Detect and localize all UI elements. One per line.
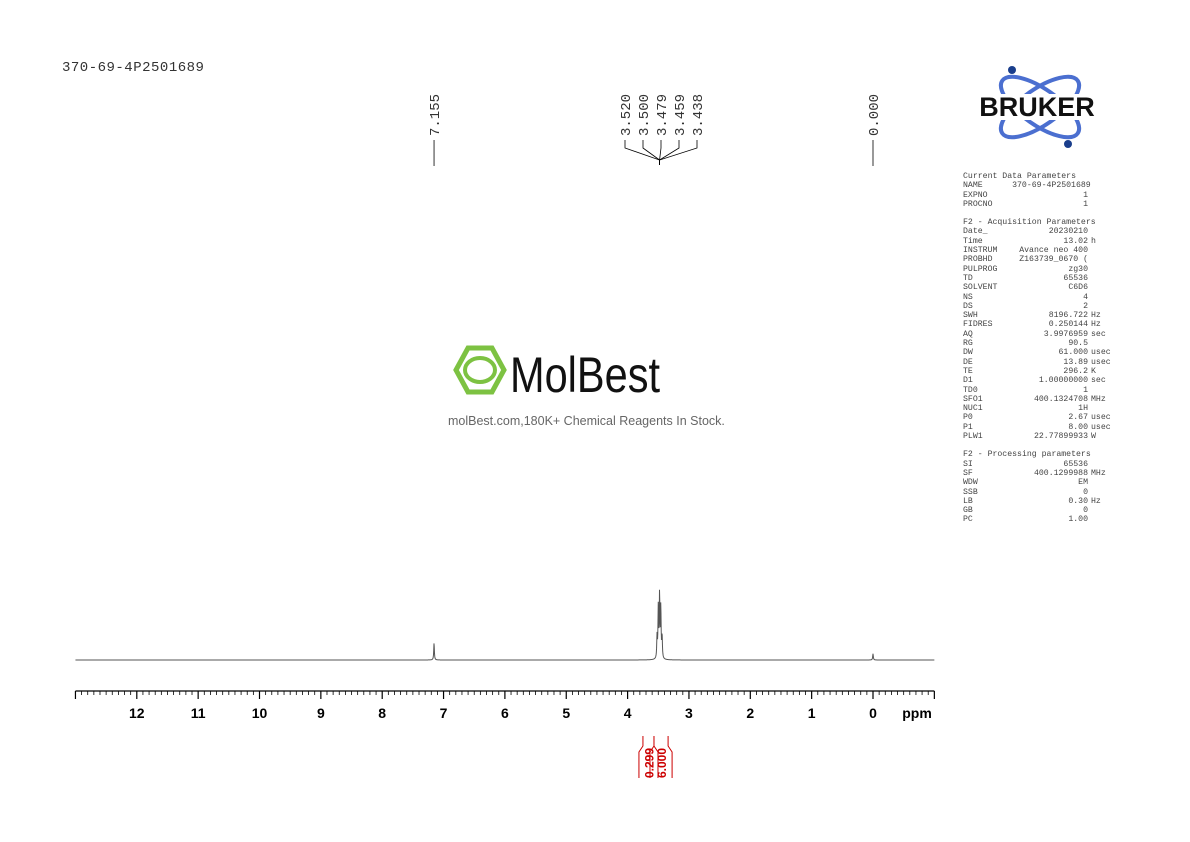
peak-label-connector — [659, 140, 680, 165]
tick-label: 5 — [562, 705, 570, 721]
param-row: SFO1 400.1324708 MHz — [963, 394, 1106, 404]
integral-value: 6.000 — [655, 748, 669, 778]
watermark-tagline: molBest.com,180K+ Chemical Reagents In S… — [448, 414, 725, 428]
param-row: P0 2.67 usec — [963, 413, 1111, 423]
tick-label: 8 — [378, 705, 386, 721]
molbest-watermark: MolBest — [448, 340, 748, 405]
param-row: NUC1 1H — [963, 404, 1088, 414]
param-row: NS 4 — [963, 292, 1088, 302]
param-row: DE 13.89 usec — [963, 357, 1111, 367]
peak-label-connector — [624, 140, 660, 165]
param-row: PROBHD Z163739_0670 ( — [963, 255, 1088, 265]
param-row: LB 0.30 Hz — [963, 496, 1101, 506]
param-row: PULPROG zg30 — [963, 264, 1088, 274]
param-row: PC 1.00 — [963, 515, 1088, 525]
spectrum-line — [75, 589, 935, 661]
benzene-logo-icon — [453, 345, 507, 395]
param-row: AQ 3.9976959 sec — [963, 329, 1106, 339]
param-section-current: Current Data Parameters NAME 370-69-4P2501… — [963, 172, 1113, 209]
param-row: EXPNO 1 — [963, 190, 1088, 200]
param-row: TE 296.2 K — [963, 366, 1096, 376]
param-section-title: F2 - Processing parameters — [963, 450, 1091, 460]
tick-label: 10 — [252, 705, 268, 721]
param-row: SOLVENT C6D6 — [963, 283, 1088, 293]
param-row: DS 2 — [963, 301, 1088, 311]
param-row: P1 8.00 usec — [963, 422, 1111, 432]
tick-label: 2 — [746, 705, 754, 721]
integral-value: 0.299 — [642, 748, 656, 778]
tick-label: 12 — [129, 705, 145, 721]
param-row: PLW1 22.77899933 W — [963, 432, 1096, 442]
param-row: DW 61.000 usec — [963, 348, 1111, 358]
param-row: INSTRUM Avance neo 400 — [963, 246, 1088, 256]
peak-label-connector — [659, 140, 698, 165]
peak-label: 7.155 — [428, 94, 444, 136]
peak-label: 3.520 — [619, 94, 635, 136]
svg-text:BRUKER: BRUKER — [979, 92, 1095, 122]
peak-label: 3.459 — [673, 94, 689, 136]
tick-label: 4 — [624, 705, 632, 721]
param-section-title: Current Data Parameters — [963, 172, 1077, 181]
param-section-acq: F2 - Acquisition Parameters Date_ 20230210… — [963, 218, 1113, 441]
param-row: SF 400.1299988 MHz — [963, 468, 1106, 478]
tick-label: 3 — [685, 705, 693, 721]
param-row: SSB 0 — [963, 487, 1088, 497]
sample-name: 370-69-4P2501689 — [62, 60, 205, 76]
param-row: Date_ 20230210 — [963, 227, 1088, 237]
param-row: PROCNO 1 — [963, 199, 1088, 209]
atom-orbit-icon — [998, 74, 1082, 140]
molbest-logo-text: MolBest — [510, 347, 660, 400]
tick-label: 0 — [869, 705, 877, 721]
param-row: TD0 1 — [963, 385, 1088, 395]
x-axis-label: ppm — [902, 705, 932, 721]
param-row: FIDRES 0.250144 Hz — [963, 320, 1101, 330]
tick-label: 7 — [440, 705, 448, 721]
param-row: SWH 8196.722 Hz — [963, 311, 1101, 321]
peak-label: 3.500 — [637, 94, 653, 136]
param-row: WDW EM — [963, 478, 1088, 488]
param-section-proc: F2 - Processing parameters SI 65536 SF 400.1… — [963, 450, 1113, 524]
peak-label-connector — [642, 140, 660, 165]
param-section-title: F2 - Acquisition Parameters — [963, 218, 1096, 228]
param-row: D1 1.00000000 sec — [963, 376, 1106, 386]
tick-label: 1 — [808, 705, 816, 721]
peak-label: 0.000 — [867, 94, 883, 136]
param-row: SI 65536 — [963, 459, 1088, 469]
acquisition-parameters: Current Data Parameters NAME 370-69-4P2501… — [963, 172, 1113, 525]
param-row: NAME 370-69-4P2501689 — [963, 181, 1091, 191]
param-row: Time 13.02 h — [963, 236, 1096, 246]
integral-bracket — [649, 736, 673, 778]
bruker-logo: BRUKER — [957, 66, 1117, 148]
peak-label: 3.438 — [691, 94, 707, 136]
tick-label: 6 — [501, 705, 509, 721]
peak-label: 3.479 — [655, 94, 671, 136]
param-row: RG 90.5 — [963, 339, 1088, 349]
param-row: GB 0 — [963, 506, 1088, 516]
param-row: TD 65536 — [963, 273, 1088, 283]
tick-label: 9 — [317, 705, 325, 721]
tick-label: 11 — [191, 705, 206, 721]
